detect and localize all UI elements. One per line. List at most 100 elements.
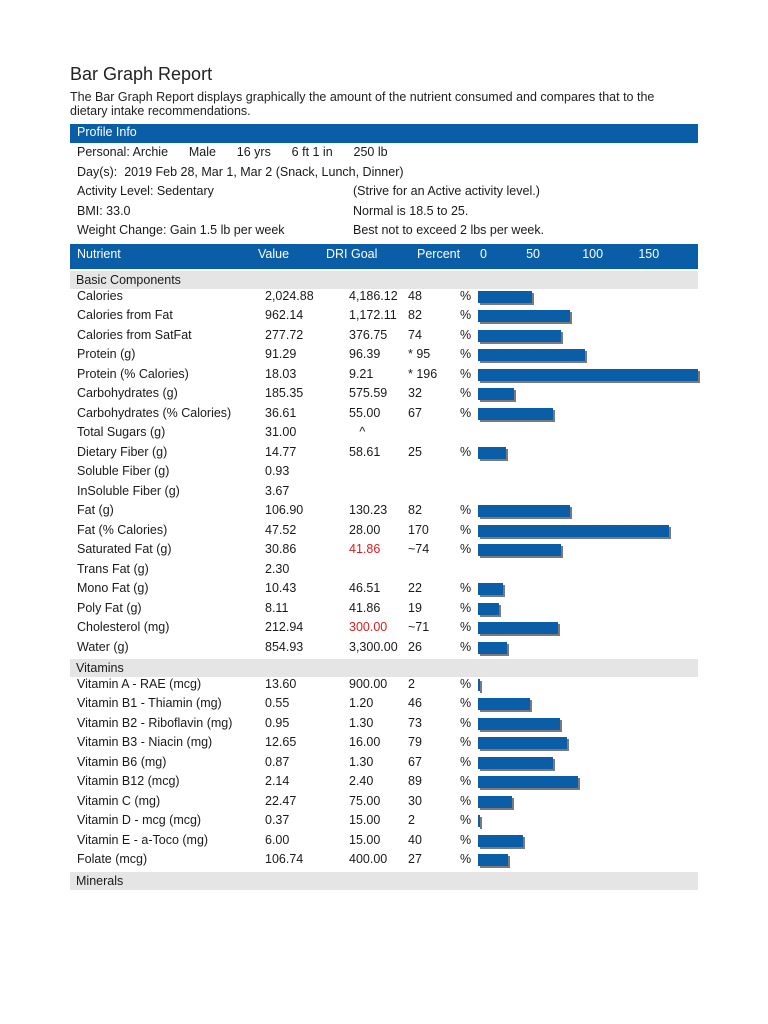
percent-bar <box>478 641 508 654</box>
percent-sign: % <box>460 308 472 322</box>
percent-value: 27 <box>408 852 422 866</box>
table-row: Dietary Fiber (g) 14.77 58.61 25% <box>70 443 698 463</box>
percent-value: 89 <box>408 774 422 788</box>
percent-bar <box>478 795 512 808</box>
table-row: Vitamin B6 (mg) 0.87 1.30 67% <box>70 753 698 773</box>
profile-info-label: Profile Info <box>77 125 137 139</box>
percent-bar <box>478 583 503 595</box>
table-row: Mono Fat (g) 10.43 46.51 22% <box>70 579 698 599</box>
nutrient-value: 36.61 <box>265 405 297 420</box>
percent-value: 46 <box>408 696 422 710</box>
nutrient-value: 91.29 <box>265 347 297 361</box>
nutrient-value: 10.43 <box>265 581 297 595</box>
percent-bar <box>478 776 578 788</box>
profile-row-note: Best not to exceed 2 lbs per week. <box>353 223 545 237</box>
nutrient-name: Vitamin B12 (mcg) <box>77 774 180 788</box>
scale-tick-150: 150 <box>638 247 660 261</box>
percent-value: 25 <box>408 444 422 459</box>
col-nutrient: Nutrient <box>77 247 121 261</box>
percent-sign: % <box>460 581 472 595</box>
table-row: Vitamin B1 - Thiamin (mg) 0.55 1.20 46% <box>70 694 698 714</box>
percent-value: 22 <box>408 581 422 595</box>
nutrient-value: 962.14 <box>265 308 304 322</box>
nutrient-name: Calories from SatFat <box>77 327 192 342</box>
report-description: The Bar Graph Report displays graphicall… <box>70 90 655 118</box>
page-title: Bar Graph Report <box>70 64 213 84</box>
nutrient-name: Trans Fat (g) <box>77 561 149 576</box>
nutrient-name: Fat (% Calories) <box>77 522 168 537</box>
nutrient-value: 12.65 <box>265 735 297 749</box>
percent-sign: % <box>460 444 472 459</box>
percent-value: ~71 <box>408 620 430 634</box>
percent-value: 30 <box>408 793 422 808</box>
nutrient-name: Vitamin B2 - Riboflavin (mg) <box>77 715 233 730</box>
table-row: Water (g) 854.93 3,300.00 26% <box>70 638 698 658</box>
nutrient-value: 13.60 <box>265 676 297 691</box>
percent-bar <box>478 368 698 381</box>
nutrient-value: 22.47 <box>265 793 297 808</box>
dri-goal: 4,186.12 <box>349 288 398 303</box>
table-row: Carbohydrates (% Calories) 36.61 55.00 67% <box>70 404 698 424</box>
nutrient-name: Vitamin B6 (mg) <box>77 754 167 769</box>
section-header: Vitamins <box>70 659 698 677</box>
table-row: Vitamin E - a-Toco (mg) 6.00 15.00 40% <box>70 831 698 851</box>
nutrient-name: Poly Fat (g) <box>77 600 142 615</box>
percent-value: 73 <box>408 715 422 730</box>
percent-sign: % <box>460 600 472 615</box>
table-row: InSoluble Fiber (g) 3.67 <box>70 482 698 502</box>
table-row: Poly Fat (g) 8.11 41.86 19% <box>70 599 698 619</box>
table-row: Protein (g) 91.29 96.39 * 95% <box>70 345 698 365</box>
percent-bar <box>478 622 558 634</box>
percent-value: 2 <box>408 676 415 691</box>
nutrient-value: 6.00 <box>265 832 290 847</box>
nutrient-value: 2,024.88 <box>265 288 314 303</box>
dri-goal: 1.30 <box>349 715 374 730</box>
nutrient-name: Vitamin E - a-Toco (mg) <box>77 832 209 847</box>
section-label: Minerals <box>76 873 124 888</box>
percent-value: 170 <box>408 522 429 537</box>
profile-row: Weight Change: Gain 1.5 lb per week Best … <box>70 221 698 241</box>
scale-tick-50: 50 <box>526 247 541 261</box>
dri-goal: 9.21 <box>349 366 374 381</box>
percent-bar <box>478 544 562 556</box>
percent-value: ~74 <box>408 542 430 556</box>
nutrient-value: 2.30 <box>265 561 290 576</box>
profile-row: Day(s): 2019 Feb 28, Mar 1, Mar 2 (Snack… <box>70 163 698 183</box>
dri-goal: 58.61 <box>349 444 381 459</box>
table-row: Vitamin A - RAE (mcg) 13.60 900.00 2% <box>70 675 698 695</box>
percent-value: * 196 <box>408 366 438 381</box>
table-row: Vitamin C (mg) 22.47 75.00 30% <box>70 792 698 812</box>
profile-row: Activity Level: Sedentary (Strive for an … <box>70 182 698 202</box>
nutrient-value: 212.94 <box>265 620 304 634</box>
dri-goal: 96.39 <box>349 347 381 361</box>
nutrient-name: Protein (g) <box>77 347 136 361</box>
percent-sign: % <box>460 832 472 847</box>
nutrient-name: Calories <box>77 288 123 303</box>
percent-sign: % <box>460 754 472 769</box>
profile-row-text: Day(s): 2019 Feb 28, Mar 1, Mar 2 (Snack… <box>77 164 404 179</box>
dri-goal: 55.00 <box>349 405 381 420</box>
percent-bar <box>478 698 530 710</box>
nutrient-value: 3.67 <box>265 483 290 498</box>
percent-sign: % <box>460 620 472 634</box>
percent-sign: % <box>460 676 472 691</box>
profile-row-text: BMI: 33.0 <box>77 203 131 218</box>
profile-info-header: Profile Info <box>70 124 698 143</box>
nutrient-name: Folate (mcg) <box>77 852 148 866</box>
percent-bar <box>478 388 514 400</box>
nutrient-name: Water (g) <box>77 639 129 654</box>
percent-sign: % <box>460 542 472 556</box>
percent-bar <box>478 310 571 322</box>
table-row: Saturated Fat (g) 30.86 41.86 ~74% <box>70 540 698 560</box>
dri-goal: 41.86 <box>349 542 381 556</box>
nutrient-value: 854.93 <box>265 639 304 654</box>
percent-value: * 95 <box>408 347 431 361</box>
dri-goal: 75.00 <box>349 793 381 808</box>
section-header: Minerals <box>70 871 698 890</box>
percent-sign: % <box>460 696 472 710</box>
percent-bar <box>478 834 523 847</box>
table-row: Calories 2,024.88 4,186.12 48% <box>70 287 698 307</box>
nutrient-name: InSoluble Fiber (g) <box>77 483 180 498</box>
percent-sign: % <box>460 405 472 420</box>
percent-bar <box>478 505 571 517</box>
